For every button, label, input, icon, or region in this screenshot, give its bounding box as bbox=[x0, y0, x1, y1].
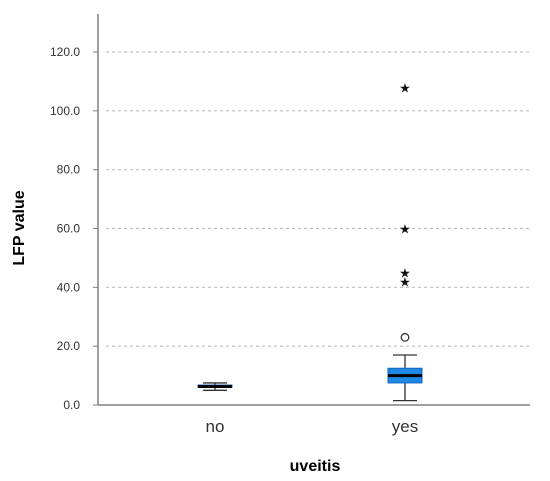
y-axis-title: LFP value bbox=[11, 190, 28, 265]
x-category-label: no bbox=[206, 417, 225, 436]
axes bbox=[97, 14, 530, 406]
y-tick-label: 40.0 bbox=[57, 280, 81, 294]
box-no bbox=[197, 382, 233, 391]
boxes: ★★★★ bbox=[197, 81, 423, 402]
y-tick-label: 100.0 bbox=[50, 104, 80, 118]
x-category-label: yes bbox=[392, 417, 418, 436]
y-tick-label: 80.0 bbox=[57, 163, 81, 177]
x-axis-title: uveitis bbox=[290, 458, 341, 475]
gridlines bbox=[93, 51, 530, 406]
extreme-point: ★ bbox=[399, 223, 411, 238]
y-tick-label: 20.0 bbox=[57, 339, 81, 353]
extreme-point: ★ bbox=[399, 267, 411, 282]
extreme-point: ★ bbox=[399, 81, 411, 96]
box-yes: ★★★★ bbox=[387, 81, 423, 402]
y-tick-label: 0.0 bbox=[63, 398, 80, 412]
y-tick-label: 60.0 bbox=[57, 222, 81, 236]
x-category-labels: no yes bbox=[206, 417, 419, 436]
extreme-point: ★ bbox=[399, 275, 411, 290]
y-tick-labels: 0.0 20.0 40.0 60.0 80.0 100.0 120.0 bbox=[50, 45, 80, 412]
y-tick-label: 120.0 bbox=[50, 45, 80, 59]
outlier-point bbox=[400, 332, 410, 342]
